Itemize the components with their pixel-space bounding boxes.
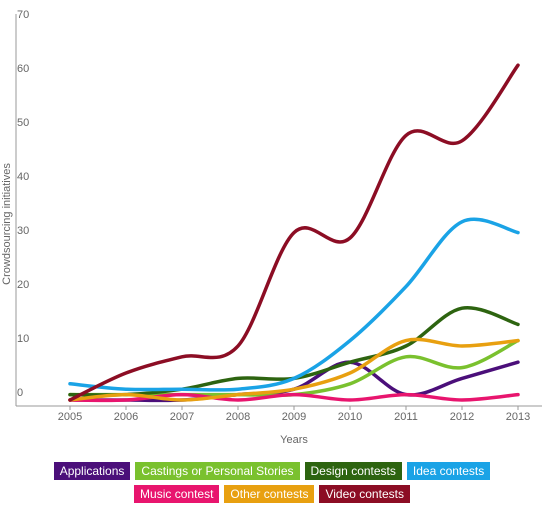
x-tick-labels: 2005 2006 2007 2008 2009 2010 2011 2012 2013 <box>58 406 530 423</box>
x-tick-label: 2009 <box>282 411 306 423</box>
legend-row: Music contest Other contests Video contest… <box>0 485 544 503</box>
legend-item-design-contests[interactable]: Design contests <box>304 462 402 480</box>
x-tick-label: 2012 <box>450 411 474 423</box>
y-tick-label: 30 <box>17 225 29 237</box>
series-line-video-contests <box>68 63 520 402</box>
y-axis-title: Crowdsourcing initiatives <box>1 163 13 285</box>
series-line-music-contest <box>68 392 520 403</box>
x-tick-label: 2008 <box>226 411 250 423</box>
legend-item-music-contest[interactable]: Music contest <box>134 485 220 503</box>
y-tick-label: 50 <box>17 117 29 129</box>
legend-item-other-contests[interactable]: Other contests <box>224 485 315 503</box>
series-line-other-contests <box>68 337 520 402</box>
legend-item-castings-or-personal-stories[interactable]: Castings or Personal Stories <box>135 462 300 480</box>
x-tick-label: 2007 <box>170 411 194 423</box>
x-tick-label: 2005 <box>58 411 82 423</box>
y-tick-label: 40 <box>17 171 29 183</box>
x-tick-label: 2011 <box>394 411 418 423</box>
x-tick-label: 2010 <box>338 411 362 423</box>
legend-row: Applications Castings or Personal Stories… <box>0 462 544 480</box>
x-tick-label: 2006 <box>114 411 138 423</box>
legend: Applications Castings or Personal Stories… <box>0 462 544 508</box>
y-tick-labels: 0 10 20 30 40 50 60 70 <box>17 9 29 399</box>
line-chart: 0 10 20 30 40 50 60 70 2005 2006 2007 2008 2009 2010… <box>1 9 542 446</box>
x-axis-title: Years <box>280 434 308 446</box>
x-tick-label: 2013 <box>506 411 530 423</box>
y-tick-label: 10 <box>17 333 29 345</box>
series-lines <box>68 63 520 403</box>
y-tick-label: 70 <box>17 9 29 21</box>
y-tick-label: 0 <box>17 387 23 399</box>
legend-item-idea-contests[interactable]: Idea contests <box>406 462 491 480</box>
series-line-idea-contests <box>68 217 520 392</box>
legend-item-video-contests[interactable]: Video contests <box>319 485 410 503</box>
y-tick-label: 20 <box>17 279 29 291</box>
y-tick-label: 60 <box>17 63 29 75</box>
legend-item-applications[interactable]: Applications <box>53 462 131 480</box>
